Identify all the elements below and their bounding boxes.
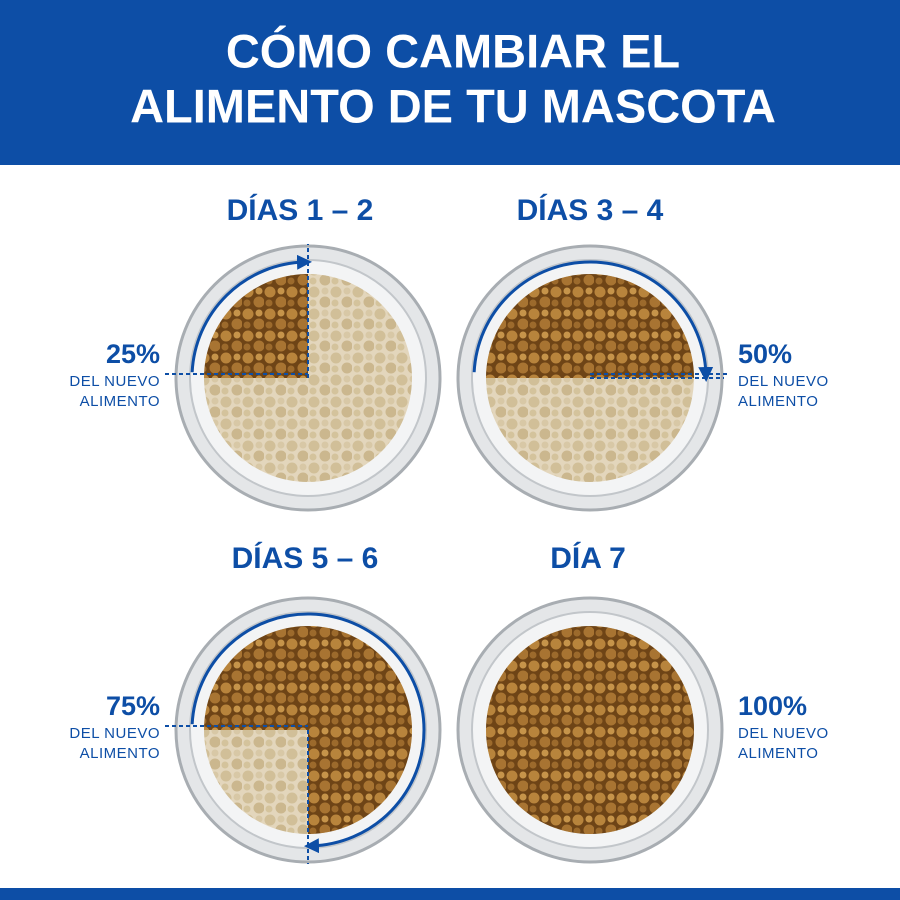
days-label: DÍAS 3 – 4 bbox=[517, 193, 664, 227]
percent-label: 75% bbox=[106, 691, 160, 721]
percent-label: 100% bbox=[738, 691, 807, 721]
caption: DEL NUEVO bbox=[69, 373, 160, 390]
title-line: CÓMO CAMBIAR EL bbox=[226, 24, 680, 77]
new-food bbox=[204, 274, 308, 378]
caption: ALIMENTO bbox=[738, 393, 818, 410]
progress-arrow bbox=[190, 612, 426, 854]
days-label: DÍAS 5 – 6 bbox=[232, 541, 379, 575]
footer-band bbox=[0, 888, 900, 900]
caption: ALIMENTO bbox=[80, 393, 160, 410]
percent-label: 50% bbox=[738, 339, 792, 369]
progress-arrow bbox=[190, 254, 313, 373]
title-line: ALIMENTO DE TU MASCOTA bbox=[130, 79, 776, 132]
caption: DEL NUEVO bbox=[738, 373, 829, 390]
percent-label: 25% bbox=[106, 339, 160, 369]
days-label: DÍAS 1 – 2 bbox=[227, 193, 374, 227]
new-food bbox=[486, 626, 694, 834]
caption: DEL NUEVO bbox=[738, 725, 829, 742]
caption: ALIMENTO bbox=[738, 745, 818, 762]
days-label: DÍA 7 bbox=[550, 541, 626, 575]
header-band bbox=[0, 0, 900, 165]
caption: ALIMENTO bbox=[80, 745, 160, 762]
progress-arrow bbox=[472, 260, 714, 383]
caption: DEL NUEVO bbox=[69, 725, 160, 742]
new-food bbox=[486, 274, 694, 378]
